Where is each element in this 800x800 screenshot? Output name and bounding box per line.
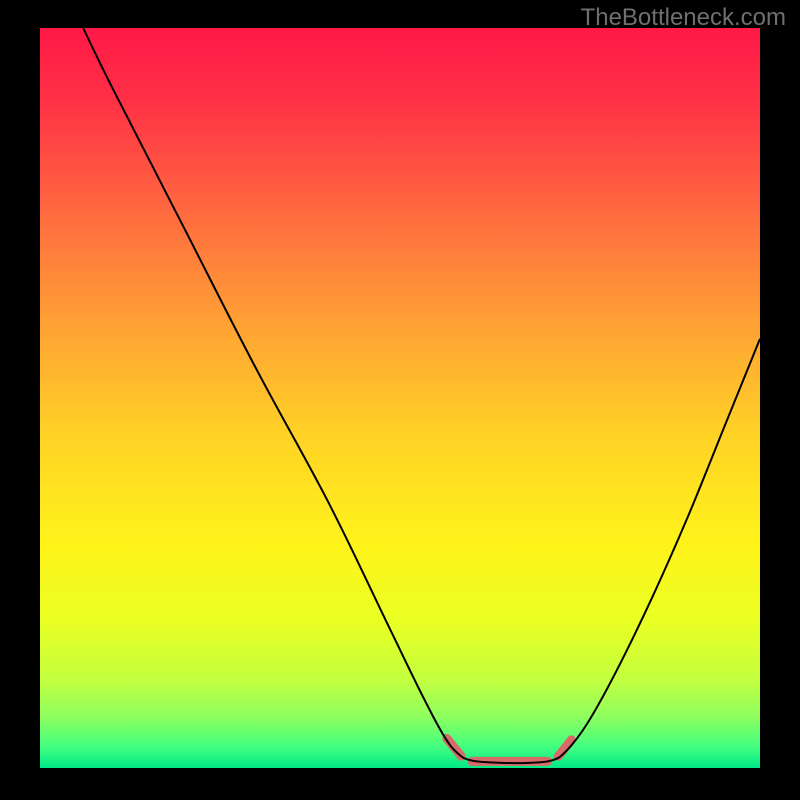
chart-root: TheBottleneck.com [0, 0, 800, 800]
plot-gradient-background [40, 28, 760, 768]
watermark-text: TheBottleneck.com [581, 4, 786, 32]
